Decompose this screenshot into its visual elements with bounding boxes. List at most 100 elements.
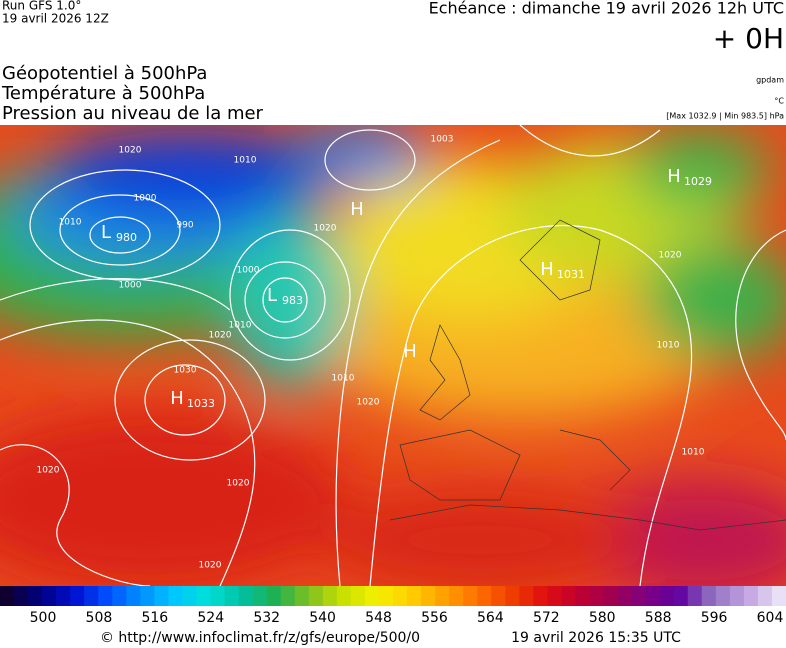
colorbar-swatch xyxy=(771,586,786,606)
isobar-label: 1010 xyxy=(234,156,257,166)
colorbar-swatch xyxy=(56,586,71,606)
isobar-label: 1020 xyxy=(209,331,232,341)
colorbar-swatch xyxy=(449,586,464,606)
colorbar-swatch xyxy=(210,586,226,606)
isobar-label: 1020 xyxy=(119,146,142,156)
valid-time: Echéance : dimanche 19 avril 2026 12h UT… xyxy=(429,0,784,18)
colorbar-swatch xyxy=(421,586,436,606)
isobar-label: 1010 xyxy=(59,218,82,228)
colorbar-swatch xyxy=(112,586,127,606)
colorbar-label: 516 xyxy=(141,610,168,626)
center-letter: H xyxy=(667,166,681,187)
colorbar-swatch xyxy=(266,586,282,606)
colorbar-label: 588 xyxy=(645,610,672,626)
colorbar-swatch xyxy=(561,586,576,606)
run-label: Run GFS 1.0° xyxy=(2,0,81,13)
center-value: 1031 xyxy=(557,268,585,281)
isobar-label: 1000 xyxy=(237,266,260,276)
isobar-label: 1020 xyxy=(659,251,682,261)
colorbar-swatch xyxy=(533,586,548,606)
center-letter: H xyxy=(540,259,554,280)
isobar-label: 1003 xyxy=(431,135,454,145)
pressure-range: [Max 1032.9 | Min 983.5] hPa xyxy=(666,112,784,121)
colorbar-swatch xyxy=(729,586,745,606)
colorbar-swatch xyxy=(547,586,562,606)
colorbar-label: 524 xyxy=(197,610,224,626)
center-letter: H xyxy=(350,199,364,220)
isobar-label: 990 xyxy=(176,221,193,231)
colorbar-swatch xyxy=(70,586,85,606)
center-value: 1029 xyxy=(684,175,712,188)
colorbar-swatch xyxy=(575,586,590,606)
field-label: Géopotentiel à 500hPa xyxy=(2,63,207,84)
isobar-label: 1010 xyxy=(682,448,705,458)
colorbar-swatch xyxy=(393,586,408,606)
run-date: 19 avril 2026 12Z xyxy=(2,12,109,26)
colorbar-swatch xyxy=(84,586,99,606)
colorbar-swatch xyxy=(491,586,506,606)
isobar-label: 1010 xyxy=(657,341,680,351)
colorbar-swatch xyxy=(98,586,113,606)
colorbar-label: 596 xyxy=(701,610,728,626)
colorbar-swatch xyxy=(252,586,268,606)
colorbar-swatch xyxy=(182,586,197,606)
isobar-label: 1030 xyxy=(174,366,197,376)
colorbar-swatch xyxy=(659,586,675,606)
isobar-label: 1020 xyxy=(227,479,250,489)
generated-time: 19 avril 2026 15:35 UTC xyxy=(511,630,681,646)
colorbar-swatch xyxy=(757,586,773,606)
center-value: 983 xyxy=(282,294,303,307)
source-link: © http://www.infoclimat.fr/z/gfs/europe/… xyxy=(100,630,420,646)
isobar-label: 1000 xyxy=(134,194,157,204)
center-letter: H xyxy=(403,341,417,362)
isobar-label: 1020 xyxy=(314,224,337,234)
colorbar-label: 604 xyxy=(757,610,784,626)
field-label: Température à 500hPa xyxy=(1,83,205,104)
colorbar-swatch xyxy=(673,586,689,606)
colorbar-swatch xyxy=(350,586,366,606)
isobar-label: 1020 xyxy=(357,398,380,408)
colorbar-swatch xyxy=(378,586,394,606)
colorbar-swatch xyxy=(336,586,352,606)
isobar-label: 1020 xyxy=(37,466,60,476)
colorbar-swatch xyxy=(42,586,57,606)
isobar-label: 1010 xyxy=(229,321,252,331)
colorbar-swatch xyxy=(0,586,15,606)
colorbar-swatch xyxy=(743,586,759,606)
colorbar-label: 540 xyxy=(309,610,336,626)
colorbar-swatch xyxy=(126,586,141,606)
colorbar-swatch xyxy=(168,586,183,606)
colorbar-label: 500 xyxy=(30,610,57,626)
field-label: Pression au niveau de la mer xyxy=(2,103,264,124)
colorbar-label: 556 xyxy=(421,610,448,626)
colorbar-swatch xyxy=(631,586,647,606)
colorbar-swatch xyxy=(645,586,661,606)
colorbar-swatch xyxy=(364,586,380,606)
unit-label: °C xyxy=(774,97,784,106)
colorbar-swatch xyxy=(308,586,324,606)
colorbar-swatch xyxy=(603,586,619,606)
lead-time: + 0H xyxy=(713,22,784,55)
colorbar-swatch xyxy=(463,586,478,606)
colorbar-swatch xyxy=(322,586,338,606)
center-letter: H xyxy=(170,388,184,409)
colorbar-swatch xyxy=(701,586,717,606)
colorbar-swatch xyxy=(505,586,520,606)
colorbar-swatch xyxy=(407,586,422,606)
colorbar-swatch xyxy=(28,586,43,606)
colorbar-swatch xyxy=(715,586,731,606)
colorbar-swatch xyxy=(154,586,169,606)
colorbar-swatch xyxy=(435,586,450,606)
isobar-label: 1010 xyxy=(332,374,355,384)
isobars xyxy=(0,125,786,586)
center-letter: L xyxy=(267,285,277,306)
colorbar-swatch xyxy=(687,586,703,606)
colorbar-swatch xyxy=(617,586,633,606)
colorbar-label: 564 xyxy=(477,610,504,626)
colorbar-label: 532 xyxy=(253,610,280,626)
unit-label: gpdam xyxy=(756,76,784,85)
